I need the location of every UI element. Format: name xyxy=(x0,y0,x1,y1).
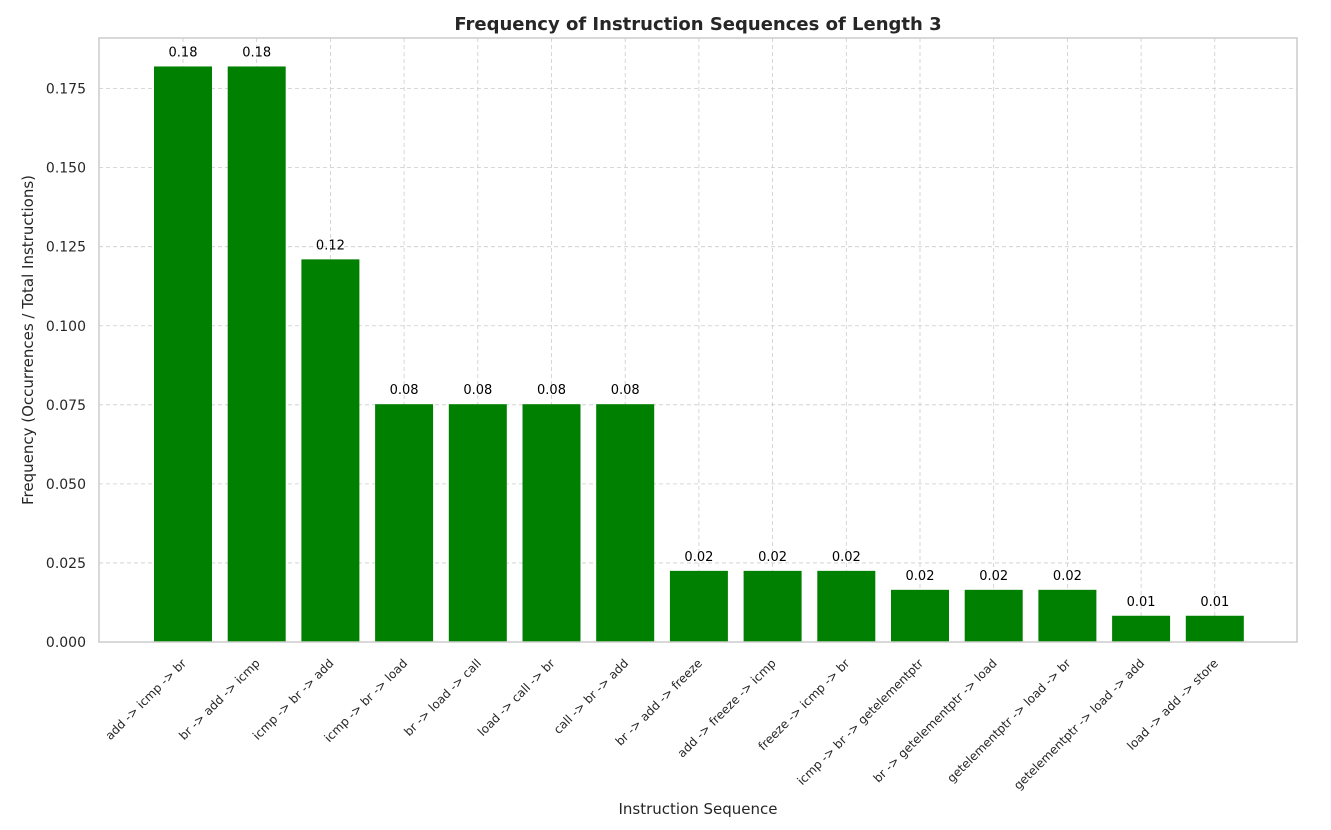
bar xyxy=(522,404,581,642)
grid-lines xyxy=(99,38,1297,643)
x-tick-label: call -> br -> add xyxy=(551,656,631,736)
data-labels: 0.18 0.18 0.12 0.08 0.08 0.08 0.08 0.02 0.02 0.02… xyxy=(169,45,1230,609)
bar xyxy=(1038,589,1097,642)
x-tick-label: getelementptr -> load -> br xyxy=(944,656,1073,785)
bar-value-label: 0.01 xyxy=(1200,595,1229,610)
bar xyxy=(891,589,949,642)
bar-value-label: 0.08 xyxy=(390,383,419,398)
bar-value-label: 0.02 xyxy=(684,550,713,565)
bar-value-label: 0.12 xyxy=(316,238,345,253)
bar xyxy=(596,404,655,642)
bar xyxy=(448,404,507,642)
bar-value-label: 0.18 xyxy=(242,45,271,60)
x-tick-label: icmp -> br -> add xyxy=(250,656,337,743)
bar-value-label: 0.02 xyxy=(906,569,935,584)
bar xyxy=(817,570,876,642)
x-tick-label: br -> add -> icmp xyxy=(176,656,263,743)
y-tick-label: 0.000 xyxy=(46,635,86,651)
bar xyxy=(1185,615,1244,642)
bar-value-label: 0.08 xyxy=(463,383,492,398)
x-tick-label: getelementptr -> load -> add xyxy=(1011,656,1147,792)
bar-value-label: 0.02 xyxy=(832,550,861,565)
chart-title: Frequency of Instruction Sequences of Le… xyxy=(454,14,941,35)
bar-value-label: 0.02 xyxy=(979,569,1008,584)
bar xyxy=(301,259,360,642)
y-tick-label: 0.175 xyxy=(46,82,86,98)
y-tick-label: 0.050 xyxy=(46,477,86,493)
y-tick-label: 0.125 xyxy=(46,240,86,256)
bar xyxy=(743,570,802,642)
x-tick-label: add -> icmp -> br xyxy=(103,656,190,743)
bar xyxy=(669,570,728,642)
x-tick-label: icmp -> br -> load xyxy=(322,656,411,745)
y-tick-label: 0.100 xyxy=(46,319,86,335)
bars xyxy=(154,66,1244,642)
y-tick-label: 0.150 xyxy=(46,161,86,177)
plot-frame xyxy=(98,37,1298,643)
x-tick-label: br -> getelementptr -> load xyxy=(871,656,1000,785)
bar xyxy=(1112,615,1171,642)
bar xyxy=(964,589,1023,642)
bar xyxy=(375,404,434,642)
y-tick-label: 0.025 xyxy=(46,556,86,572)
bar-value-label: 0.01 xyxy=(1127,595,1156,610)
x-tick-label: icmp -> br -> getelementptr xyxy=(794,656,926,788)
bar xyxy=(227,66,286,642)
bar-value-label: 0.02 xyxy=(758,550,787,565)
y-tick-label: 0.075 xyxy=(46,398,86,414)
bar xyxy=(154,66,212,642)
bar-value-label: 0.08 xyxy=(537,383,566,398)
x-tick-label: br -> load -> call xyxy=(401,656,484,739)
bar-value-label: 0.02 xyxy=(1053,569,1082,584)
x-axis-label: Instruction Sequence xyxy=(618,800,777,818)
y-axis-ticks: 0.000 0.025 0.050 0.075 0.100 0.125 0.150 0.175 xyxy=(46,82,86,651)
y-axis-label: Frequency (Occurrences / Total Instructi… xyxy=(19,175,37,505)
x-tick-label: load -> call -> br xyxy=(475,656,558,739)
bar-value-label: 0.08 xyxy=(611,383,640,398)
bar-value-label: 0.18 xyxy=(169,45,198,60)
